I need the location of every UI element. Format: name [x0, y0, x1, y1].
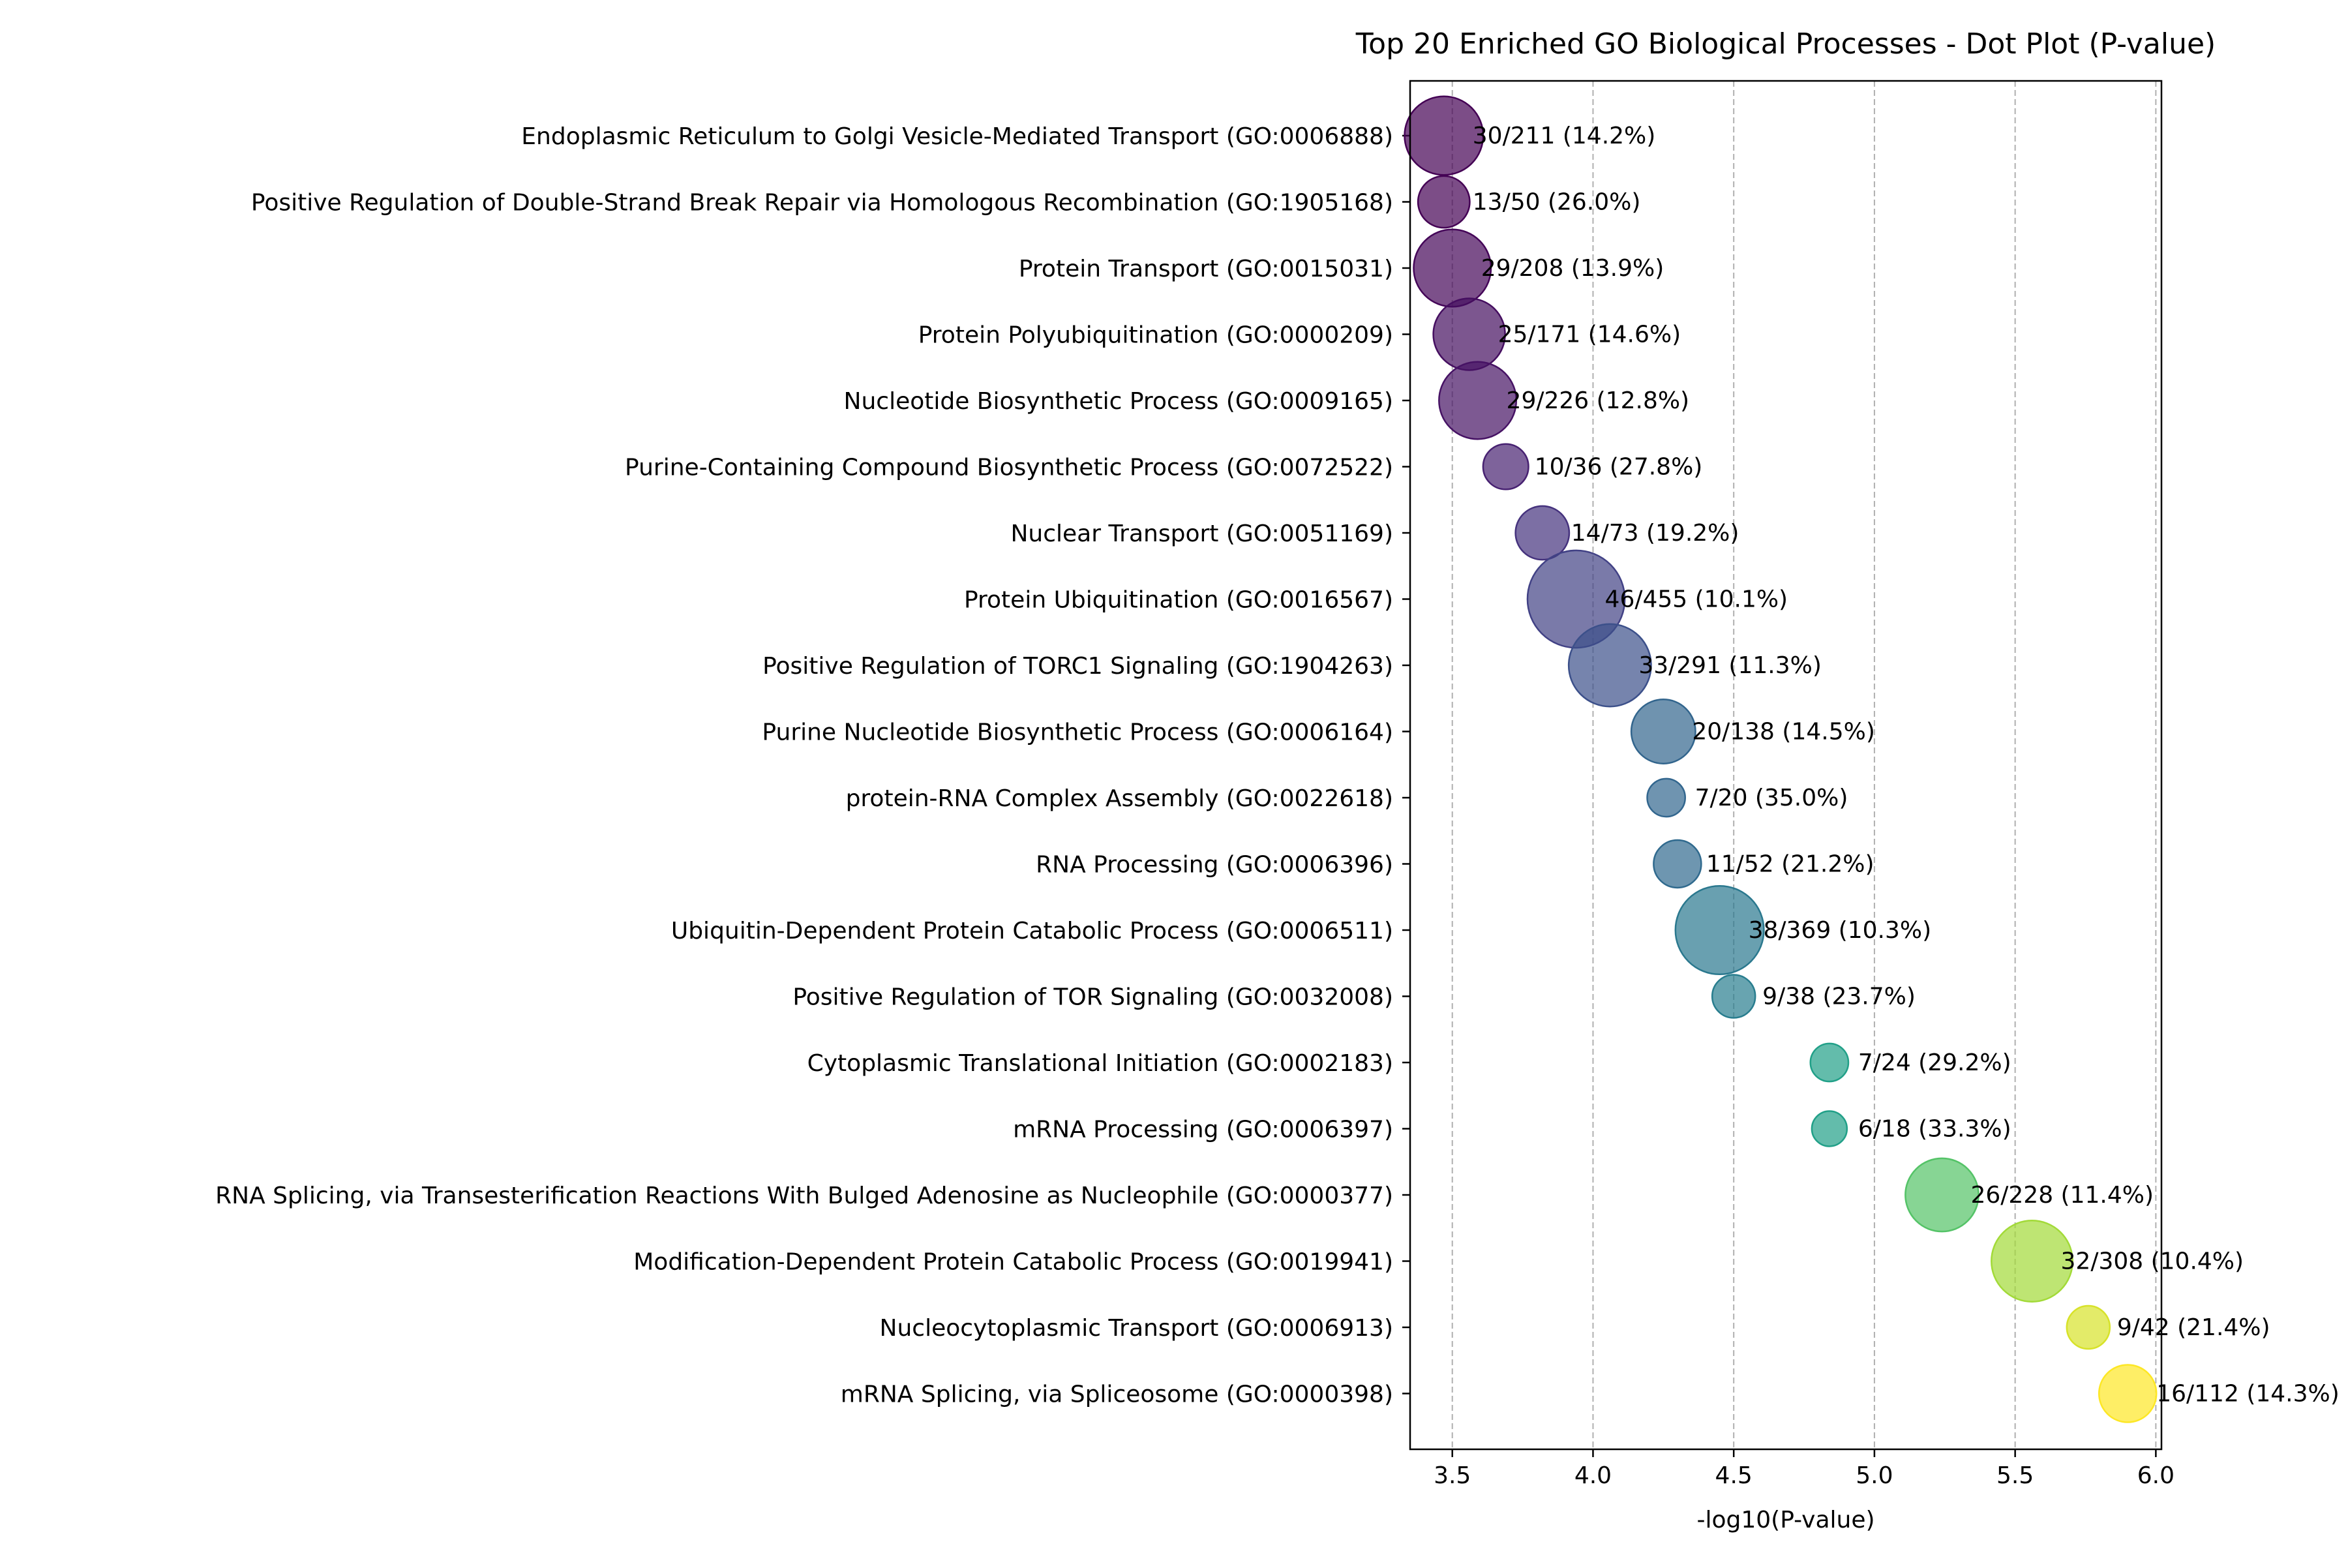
- point-label: 30/211 (14.2%): [1473, 123, 1656, 149]
- x-tick-label: 6.0: [2137, 1462, 2175, 1489]
- point-label: 20/138 (14.5%): [1692, 719, 1875, 746]
- x-tick-label: 4.0: [1574, 1462, 1612, 1489]
- point-label: 7/20 (35.0%): [1695, 785, 1848, 811]
- y-tick-label: Positive Regulation of TORC1 Signaling (…: [762, 653, 1393, 680]
- data-point: [1811, 1110, 1848, 1147]
- point-label: 25/171 (14.6%): [1498, 322, 1681, 348]
- y-tick-label: Modification-Dependent Protein Catabolic…: [633, 1249, 1393, 1276]
- chart-title: Top 20 Enriched GO Biological Processes …: [1355, 27, 2216, 61]
- point-label: 14/73 (19.2%): [1571, 520, 1739, 547]
- data-point: [1674, 884, 1765, 976]
- point-label: 11/52 (21.2%): [1706, 851, 1874, 878]
- point-label: 29/226 (12.8%): [1507, 387, 1690, 414]
- x-axis-ticks: 3.5 4.0 4.5 5.0 5.5 6.0: [1434, 1449, 2175, 1489]
- y-tick-label: Ubiquitin-Dependent Protein Catabolic Pr…: [671, 918, 1393, 944]
- x-axis-label: -log10(P-value): [1696, 1507, 1874, 1533]
- point-label: 10/36 (27.8%): [1535, 454, 1703, 481]
- point-label: 32/308 (10.4%): [2061, 1248, 2244, 1275]
- data-point: [2098, 1364, 2158, 1423]
- y-tick-label: Protein Transport (GO:0015031): [1019, 256, 1393, 282]
- y-tick-label: Protein Polyubiquitination (GO:0000209): [918, 322, 1393, 349]
- data-point: [1413, 228, 1492, 308]
- x-tick-label: 5.0: [1856, 1462, 1893, 1489]
- data-point: [1482, 443, 1529, 490]
- y-tick-label: Positive Regulation of TOR Signaling (GO…: [792, 984, 1393, 1011]
- y-axis-term-labels: Endoplasmic Reticulum to Golgi Vesicle-M…: [215, 123, 1410, 1408]
- x-tick-label: 3.5: [1434, 1462, 1471, 1489]
- data-point: [1417, 175, 1471, 229]
- point-label: 33/291 (11.3%): [1638, 652, 1822, 679]
- point-label: 9/42 (21.4%): [2117, 1314, 2270, 1341]
- data-point: [1514, 505, 1571, 561]
- y-tick-label: Purine Nucleotide Biosynthetic Process (…: [762, 719, 1393, 746]
- point-label: 46/455 (10.1%): [1605, 586, 1788, 613]
- y-tick-label: RNA Processing (GO:0006396): [1036, 852, 1393, 879]
- data-point: [1567, 623, 1652, 708]
- y-tick-label: Cytoplasmic Translational Initiation (GO…: [807, 1050, 1393, 1077]
- data-point: [1630, 699, 1696, 764]
- point-label: 26/228 (11.4%): [1970, 1182, 2154, 1209]
- data-point: [1653, 839, 1702, 889]
- data-point: [2066, 1304, 2111, 1350]
- point-annotations: 30/211 (14.2%) 13/50 (26.0%) 29/208 (13.9%…: [1473, 123, 2340, 1408]
- x-tick-label: 4.5: [1715, 1462, 1753, 1489]
- data-point: [1991, 1220, 2074, 1303]
- point-label: 38/369 (10.3%): [1749, 917, 1932, 944]
- point-label: 9/38 (23.7%): [1762, 984, 1916, 1010]
- y-tick-label: Protein Ubiquitination (GO:0016567): [964, 587, 1393, 614]
- data-point: [1404, 95, 1484, 176]
- y-tick-label: mRNA Splicing, via Spliceosome (GO:00003…: [841, 1381, 1393, 1408]
- data-points: [1404, 95, 2158, 1423]
- data-point: [1809, 1042, 1850, 1083]
- data-point: [1904, 1157, 1979, 1233]
- data-point: [1646, 777, 1686, 818]
- data-point: [1711, 974, 1756, 1019]
- plot-frame: [1409, 80, 2163, 1451]
- data-point: [1432, 297, 1506, 371]
- y-tick-label: Nuclear Transport (GO:0051169): [1010, 520, 1393, 547]
- point-label: 13/50 (26.0%): [1473, 189, 1641, 216]
- point-label: 29/208 (13.9%): [1481, 255, 1664, 282]
- y-tick-label: Purine-Containing Compound Biosynthetic …: [625, 455, 1393, 481]
- point-label: 7/24 (29.2%): [1858, 1049, 2011, 1076]
- data-point: [1438, 361, 1518, 440]
- y-tick-label: Nucleotide Biosynthetic Process (GO:0009…: [844, 388, 1393, 415]
- y-tick-label: Endoplasmic Reticulum to Golgi Vesicle-M…: [521, 123, 1393, 150]
- point-label: 6/18 (33.3%): [1858, 1116, 2011, 1143]
- y-tick-label: protein-RNA Complex Assembly (GO:0022618…: [846, 785, 1393, 812]
- y-tick-label: RNA Splicing, via Transesterification Re…: [215, 1183, 1393, 1209]
- y-tick-label: mRNA Processing (GO:0006397): [1013, 1117, 1393, 1143]
- point-label: 16/112 (14.3%): [2156, 1381, 2340, 1408]
- x-tick-label: 5.5: [1996, 1462, 2034, 1489]
- y-tick-label: Nucleocytoplasmic Transport (GO:0006913): [880, 1315, 1393, 1342]
- y-tick-label: Positive Regulation of Double-Strand Bre…: [251, 190, 1393, 217]
